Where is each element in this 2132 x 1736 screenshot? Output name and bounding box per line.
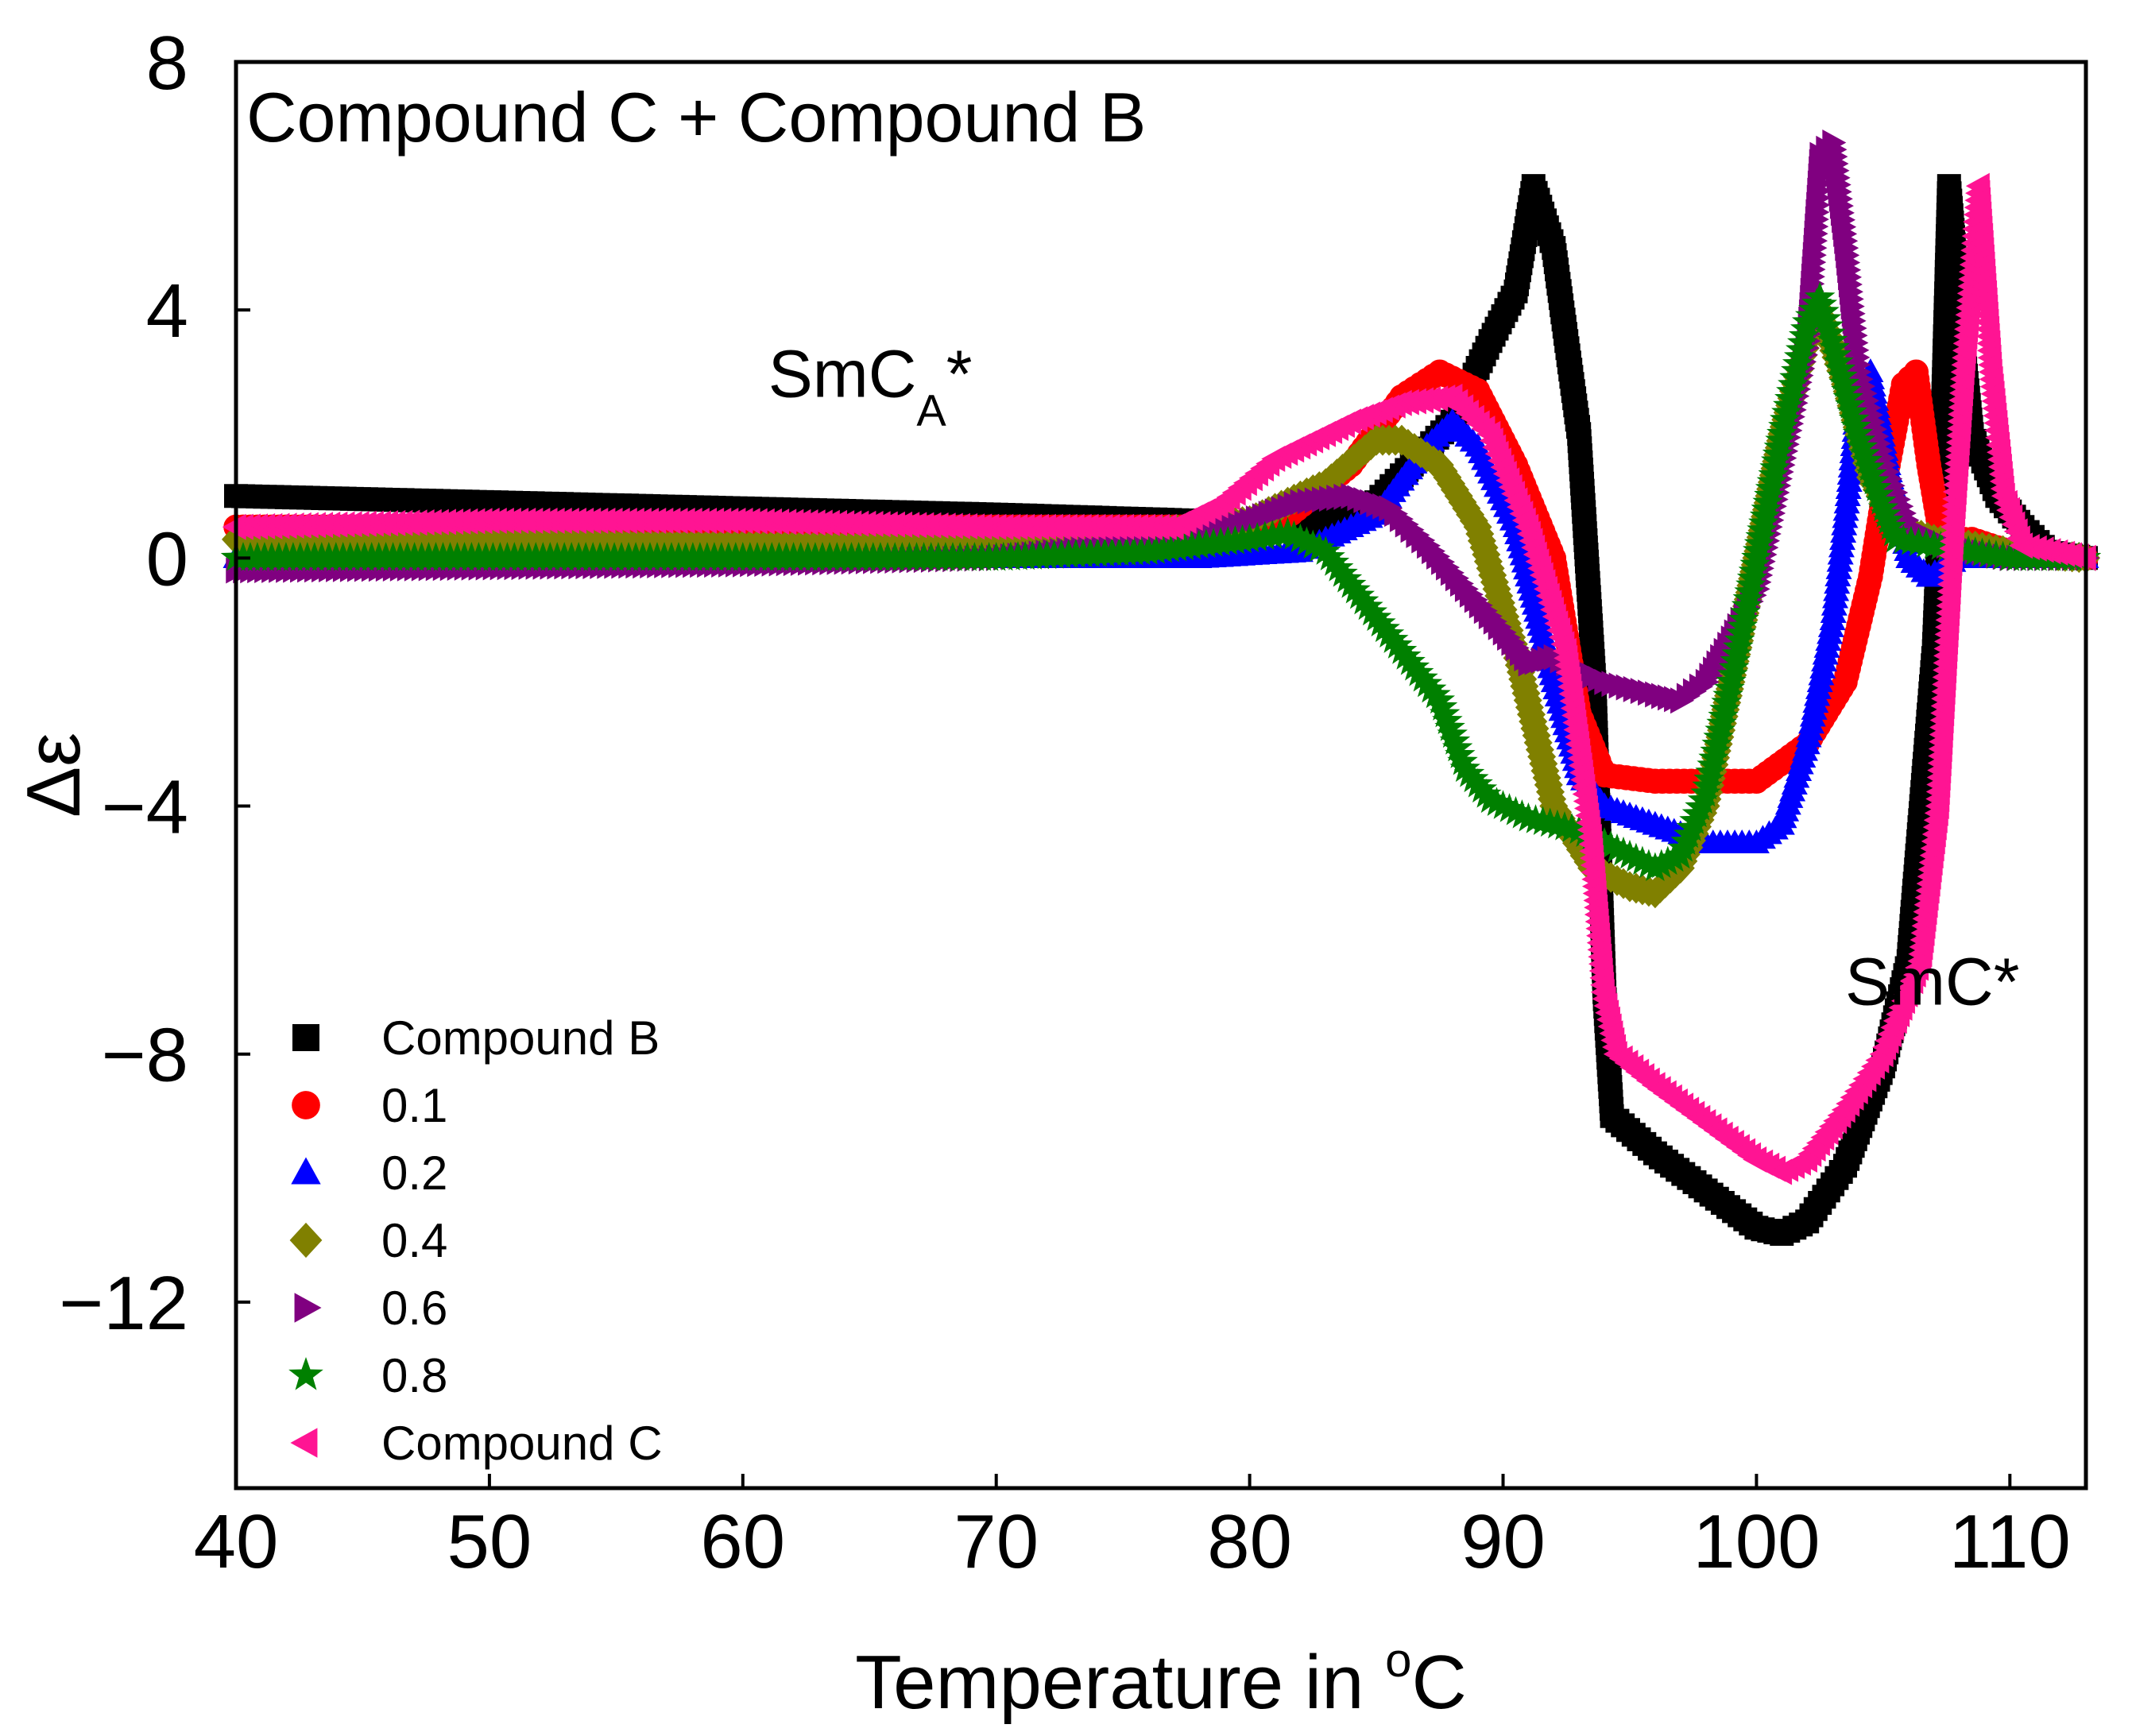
x-tick-label: 80 — [1207, 1499, 1292, 1584]
data-point — [1382, 629, 1413, 659]
x-tick-label: 110 — [1949, 1499, 2071, 1584]
chart-title: Compound C + Compound B — [246, 78, 1146, 157]
legend-marker — [292, 1091, 320, 1119]
data-point — [1314, 541, 1345, 570]
x-axis-title: Temperature in oC — [855, 1634, 1467, 1725]
data-point — [1340, 574, 1371, 604]
legend-label: 0.4 — [381, 1214, 447, 1267]
data-point — [1399, 651, 1430, 681]
series-0-6 — [226, 130, 2100, 714]
data-point — [1335, 568, 1367, 598]
legend-label: 0.2 — [381, 1146, 447, 1200]
data-point — [1352, 590, 1383, 621]
y-tick-label: −4 — [102, 765, 188, 850]
legend-label: Compound C — [381, 1417, 663, 1470]
data-point — [1373, 618, 1405, 648]
y-tick-label: −8 — [102, 1013, 188, 1098]
y-axis-title: Δε — [11, 733, 96, 818]
data-point — [1310, 535, 1341, 565]
legend-marker — [290, 1428, 318, 1458]
x-tick-label: 50 — [447, 1499, 532, 1584]
data-point — [1453, 757, 1485, 787]
data-point — [1471, 778, 1502, 808]
legend-marker — [288, 1357, 323, 1390]
data-point — [1348, 585, 1379, 615]
data-point — [1369, 613, 1400, 643]
data-point — [1420, 679, 1451, 709]
y-tick-label: 8 — [146, 21, 188, 106]
data-point — [1318, 547, 1350, 576]
data-point — [1331, 563, 1363, 593]
data-point — [1365, 607, 1396, 637]
data-point — [1403, 656, 1434, 686]
series-0-4 — [222, 294, 2100, 909]
data-point — [1322, 552, 1354, 582]
legend-label: 0.6 — [381, 1282, 447, 1335]
x-axis-title-tail: C — [1412, 1640, 1467, 1725]
annotation-smc: SmC* — [1845, 944, 2019, 1019]
legend-marker — [289, 1222, 323, 1259]
data-point — [1411, 667, 1443, 698]
x-tick-label: 70 — [954, 1499, 1039, 1584]
annotation-smca: SmCA* — [768, 336, 973, 435]
y-tick-label: −12 — [59, 1261, 188, 1346]
legend-label: 0.1 — [381, 1079, 447, 1132]
x-axis-title-sup: o — [1385, 1634, 1411, 1687]
legend-marker — [292, 1024, 319, 1051]
data-point — [1449, 752, 1480, 783]
series-0-2 — [222, 358, 2099, 854]
data-point — [1327, 558, 1358, 587]
legend-label: 0.8 — [381, 1349, 447, 1402]
data-point — [1458, 763, 1489, 793]
data-point — [1360, 601, 1392, 632]
data-point — [1415, 673, 1447, 703]
series-0-8 — [220, 281, 2102, 881]
legend-marker — [291, 1157, 321, 1185]
y-tick-label: 0 — [146, 516, 188, 601]
y-tick-label: 4 — [146, 269, 188, 354]
plot-frame — [234, 60, 2088, 1490]
series-compound-c — [222, 172, 2096, 1185]
data-point — [1386, 635, 1418, 664]
data-point — [1395, 646, 1426, 675]
data-point — [1462, 767, 1493, 798]
data-point — [1344, 579, 1376, 609]
series-layer — [220, 130, 2102, 1246]
data-point — [1391, 640, 1422, 670]
legend-label: Compound B — [381, 1011, 660, 1065]
x-tick-label: 60 — [700, 1499, 785, 1584]
x-tick-label: 100 — [1693, 1499, 1820, 1584]
data-point — [1356, 596, 1388, 626]
annotation-smca-sub: A — [916, 385, 946, 435]
legend: Compound B 0.1 0.2 0.4 0.6 0.8 Compound C — [288, 1011, 663, 1470]
data-point — [1407, 662, 1438, 692]
x-axis-title-main: Temperature in — [855, 1640, 1385, 1725]
x-tick-label: 40 — [194, 1499, 279, 1584]
x-tick-label: 90 — [1461, 1499, 1546, 1584]
annotation-smca-tail: * — [946, 336, 973, 411]
annotation-smca-main: SmC — [768, 336, 917, 411]
data-point — [1466, 773, 1498, 803]
data-point — [1378, 624, 1409, 653]
legend-marker — [294, 1293, 322, 1323]
